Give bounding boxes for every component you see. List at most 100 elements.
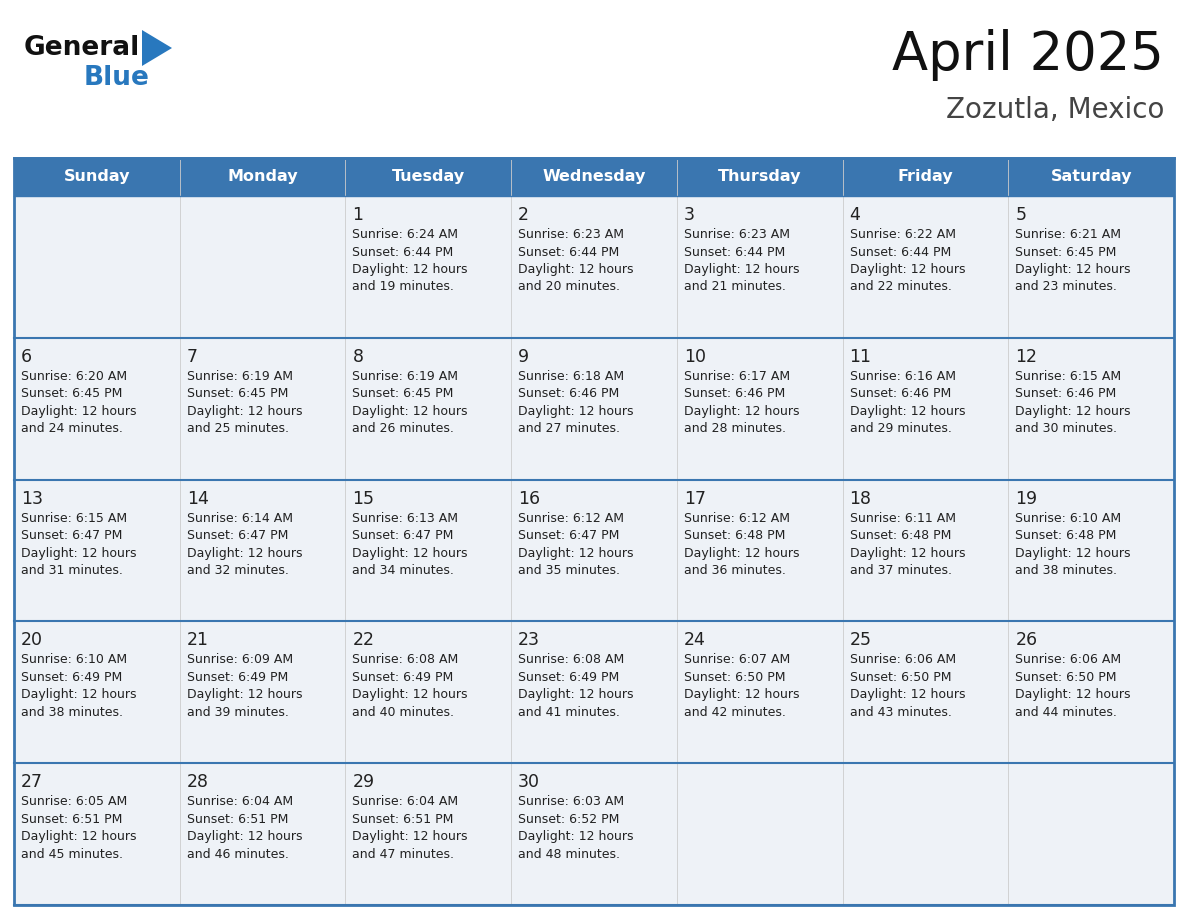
Bar [14,621,179,763]
Text: Daylight: 12 hours: Daylight: 12 hours [518,688,633,701]
Text: Sunset: 6:46 PM: Sunset: 6:46 PM [849,387,950,400]
Text: Sunset: 6:51 PM: Sunset: 6:51 PM [187,812,287,825]
Text: and 38 minutes.: and 38 minutes. [21,706,124,719]
Bar [179,196,346,338]
Text: Sunrise: 6:07 AM: Sunrise: 6:07 AM [684,654,790,666]
Bar [842,479,1009,621]
Text: Daylight: 12 hours: Daylight: 12 hours [187,830,302,844]
Bar [1009,338,1174,479]
Text: and 39 minutes.: and 39 minutes. [187,706,289,719]
Text: Sunrise: 6:08 AM: Sunrise: 6:08 AM [353,654,459,666]
Text: Daylight: 12 hours: Daylight: 12 hours [353,830,468,844]
Text: and 41 minutes.: and 41 minutes. [518,706,620,719]
Text: and 27 minutes.: and 27 minutes. [518,422,620,435]
Text: Sunset: 6:46 PM: Sunset: 6:46 PM [1016,387,1117,400]
Text: 4: 4 [849,206,860,224]
Text: Sunset: 6:51 PM: Sunset: 6:51 PM [21,812,122,825]
Text: Sunrise: 6:19 AM: Sunrise: 6:19 AM [187,370,292,383]
Text: Sunset: 6:44 PM: Sunset: 6:44 PM [684,245,785,259]
Bar [346,338,511,479]
Text: Sunrise: 6:20 AM: Sunrise: 6:20 AM [21,370,127,383]
Text: 28: 28 [187,773,209,791]
Text: 15: 15 [353,489,374,508]
Text: 21: 21 [187,632,209,649]
Text: Sunset: 6:49 PM: Sunset: 6:49 PM [518,671,619,684]
Text: Sunrise: 6:10 AM: Sunrise: 6:10 AM [21,654,127,666]
Text: Daylight: 12 hours: Daylight: 12 hours [518,405,633,418]
Text: Sunrise: 6:15 AM: Sunrise: 6:15 AM [21,511,127,524]
Text: Daylight: 12 hours: Daylight: 12 hours [1016,688,1131,701]
Text: Sunset: 6:52 PM: Sunset: 6:52 PM [518,812,619,825]
Text: 23: 23 [518,632,541,649]
Text: and 23 minutes.: and 23 minutes. [1016,281,1117,294]
Bar [677,621,842,763]
Text: Sunrise: 6:12 AM: Sunrise: 6:12 AM [684,511,790,524]
Text: 10: 10 [684,348,706,365]
Text: Sunset: 6:47 PM: Sunset: 6:47 PM [353,529,454,543]
Text: Daylight: 12 hours: Daylight: 12 hours [353,546,468,560]
Text: and 26 minutes.: and 26 minutes. [353,422,454,435]
Text: 7: 7 [187,348,197,365]
Text: Sunrise: 6:11 AM: Sunrise: 6:11 AM [849,511,955,524]
Bar [14,158,1174,196]
Text: Sunrise: 6:06 AM: Sunrise: 6:06 AM [1016,654,1121,666]
Bar [677,196,842,338]
Bar [511,196,677,338]
Text: Daylight: 12 hours: Daylight: 12 hours [684,405,800,418]
Text: and 37 minutes.: and 37 minutes. [849,564,952,577]
Bar [677,338,842,479]
Text: Daylight: 12 hours: Daylight: 12 hours [1016,405,1131,418]
Text: Friday: Friday [898,170,953,185]
Bar [179,338,346,479]
Text: 2: 2 [518,206,529,224]
Bar [1009,763,1174,905]
Text: 29: 29 [353,773,374,791]
Bar [842,621,1009,763]
Text: Sunset: 6:45 PM: Sunset: 6:45 PM [353,387,454,400]
Text: and 47 minutes.: and 47 minutes. [353,847,455,861]
Text: Sunrise: 6:23 AM: Sunrise: 6:23 AM [518,228,624,241]
Bar [511,479,677,621]
Text: Sunset: 6:46 PM: Sunset: 6:46 PM [518,387,619,400]
Text: Sunset: 6:50 PM: Sunset: 6:50 PM [684,671,785,684]
Text: Sunset: 6:49 PM: Sunset: 6:49 PM [21,671,122,684]
Text: 27: 27 [21,773,43,791]
Text: and 35 minutes.: and 35 minutes. [518,564,620,577]
Text: Sunset: 6:49 PM: Sunset: 6:49 PM [353,671,454,684]
Text: and 31 minutes.: and 31 minutes. [21,564,122,577]
Text: Daylight: 12 hours: Daylight: 12 hours [684,546,800,560]
Text: Sunrise: 6:13 AM: Sunrise: 6:13 AM [353,511,459,524]
Text: Sunrise: 6:10 AM: Sunrise: 6:10 AM [1016,511,1121,524]
Text: Sunrise: 6:04 AM: Sunrise: 6:04 AM [187,795,292,808]
Text: Sunset: 6:45 PM: Sunset: 6:45 PM [1016,245,1117,259]
Text: Sunset: 6:47 PM: Sunset: 6:47 PM [518,529,619,543]
Text: and 36 minutes.: and 36 minutes. [684,564,785,577]
Text: Sunrise: 6:05 AM: Sunrise: 6:05 AM [21,795,127,808]
Text: Daylight: 12 hours: Daylight: 12 hours [187,405,302,418]
Bar [842,196,1009,338]
Bar [346,763,511,905]
Text: Sunset: 6:46 PM: Sunset: 6:46 PM [684,387,785,400]
Text: Daylight: 12 hours: Daylight: 12 hours [849,688,965,701]
Text: and 34 minutes.: and 34 minutes. [353,564,454,577]
Text: and 29 minutes.: and 29 minutes. [849,422,952,435]
Text: Sunrise: 6:17 AM: Sunrise: 6:17 AM [684,370,790,383]
Text: Sunrise: 6:06 AM: Sunrise: 6:06 AM [849,654,955,666]
Bar [179,479,346,621]
Bar [179,763,346,905]
Text: Daylight: 12 hours: Daylight: 12 hours [849,263,965,276]
Text: 22: 22 [353,632,374,649]
Text: Saturday: Saturday [1050,170,1132,185]
Text: 25: 25 [849,632,872,649]
Text: Sunrise: 6:08 AM: Sunrise: 6:08 AM [518,654,625,666]
Text: Sunrise: 6:09 AM: Sunrise: 6:09 AM [187,654,292,666]
Text: Sunrise: 6:03 AM: Sunrise: 6:03 AM [518,795,624,808]
Text: Sunrise: 6:14 AM: Sunrise: 6:14 AM [187,511,292,524]
Text: and 48 minutes.: and 48 minutes. [518,847,620,861]
Text: and 43 minutes.: and 43 minutes. [849,706,952,719]
Text: Daylight: 12 hours: Daylight: 12 hours [684,263,800,276]
Bar [346,621,511,763]
Text: April 2025: April 2025 [892,29,1164,81]
Bar [1009,479,1174,621]
Text: Sunset: 6:47 PM: Sunset: 6:47 PM [187,529,287,543]
